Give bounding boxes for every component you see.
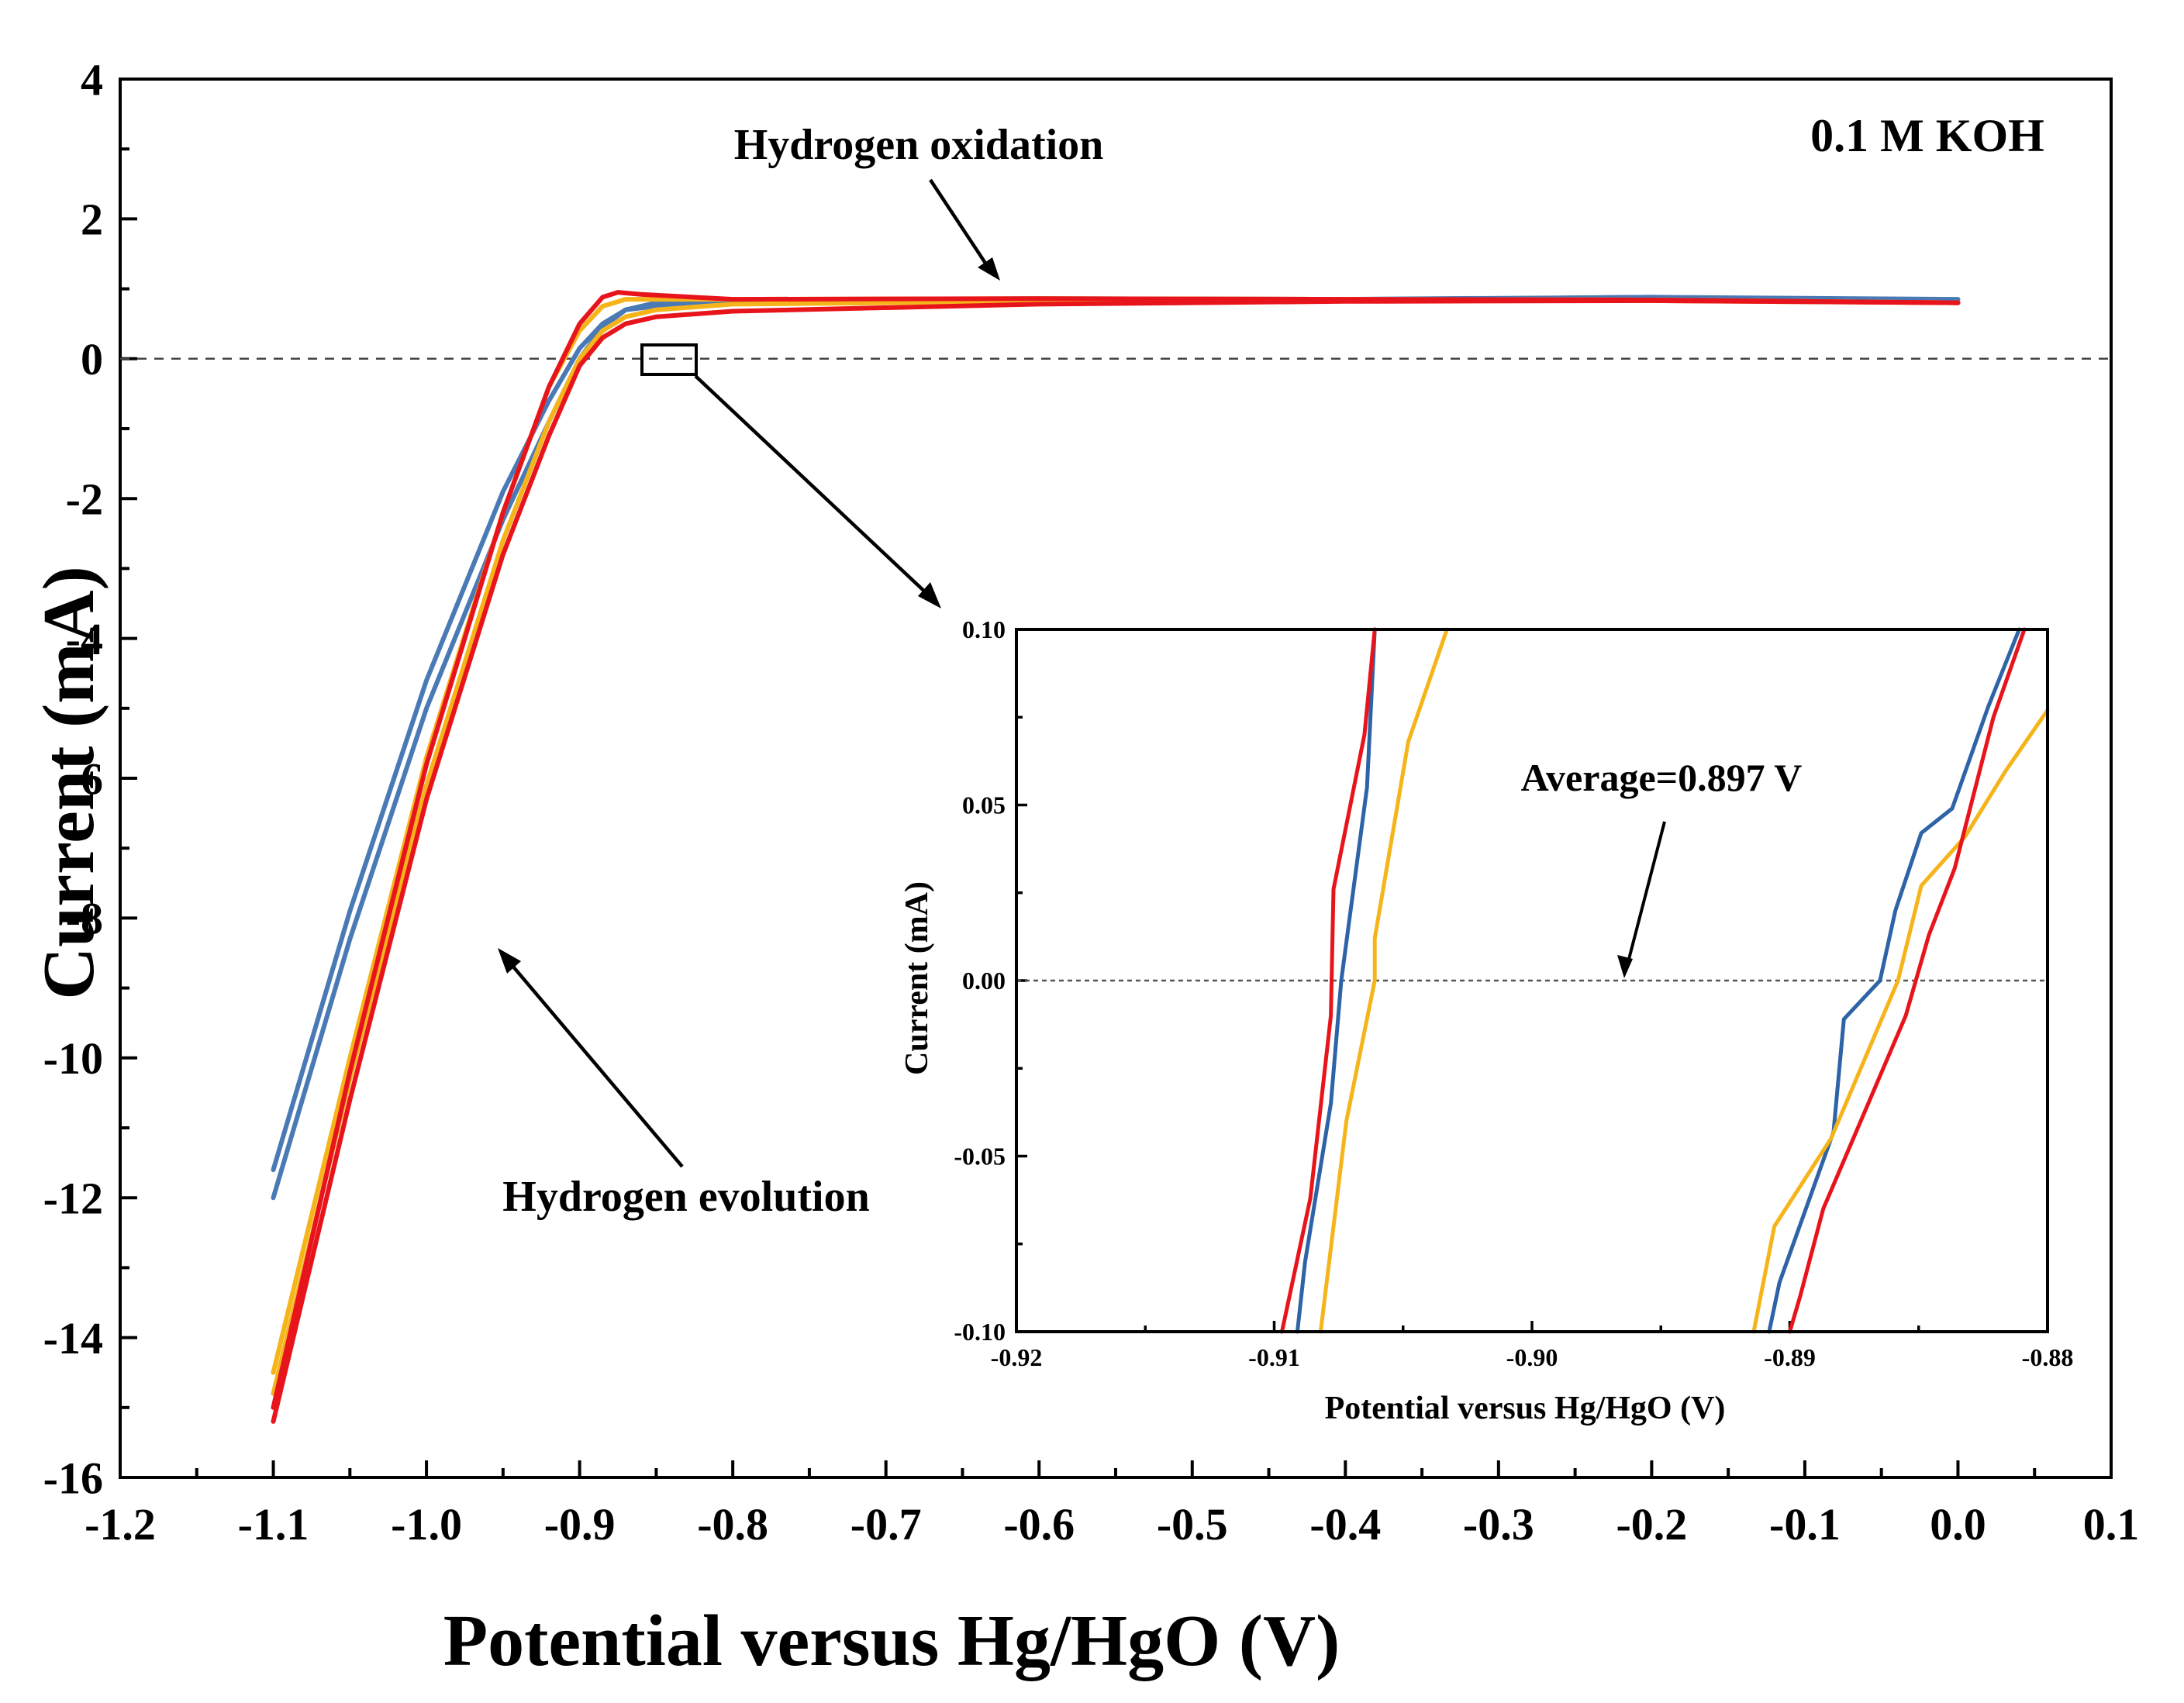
x-tick-label: -0.92 (991, 1343, 1043, 1371)
electrolyte-label: 0.1 M KOH (1810, 110, 2044, 161)
x-tick-label: -0.90 (1506, 1343, 1558, 1371)
main-series-group (271, 290, 1961, 1424)
y-tick-label: 2 (81, 195, 103, 245)
y-tick-label: -14 (43, 1313, 103, 1363)
average-arrow-head (1617, 955, 1633, 978)
inset-y-axis-title: Current (mA) (899, 881, 935, 1075)
zoom-callout-arrow (694, 374, 932, 598)
series-line-blue-right (1767, 627, 2021, 1334)
x-axis-title: Potential versus Hg/HgO (V) (443, 1601, 1340, 1681)
y-tick-label: 4 (81, 54, 103, 105)
evolution-arrow (507, 960, 684, 1168)
x-tick-label: -0.4 (1309, 1499, 1381, 1550)
y-tick-label: -4 (66, 614, 103, 664)
x-tick-label: -0.2 (1616, 1499, 1687, 1550)
x-tick-label: 0.0 (1930, 1499, 1986, 1550)
series-line-orange-right (1751, 708, 2050, 1334)
main-axis-ticks (119, 78, 2113, 1479)
inset-series-group (1280, 627, 2050, 1334)
x-tick-label: -0.91 (1248, 1343, 1300, 1371)
y-tick-label: -12 (43, 1174, 103, 1224)
y-tick-label: -6 (66, 753, 103, 804)
y-axis-title: Current (mA) (29, 566, 109, 1000)
x-tick-label: -0.5 (1157, 1499, 1228, 1550)
zoom-callout-arrow-head (918, 582, 941, 608)
y-tick-label: -0.05 (954, 1143, 1006, 1170)
main-y-tick-labels: 4 2 0 -2 -4 -6 -8 -10 -12 -14 -16 (43, 54, 103, 1503)
series-line-red-forward (271, 298, 1961, 1424)
y-tick-label: -16 (43, 1453, 103, 1503)
main-x-tick-labels: -1.2 -1.1 -1.0 -0.9 -0.8 -0.7 -0.6 -0.5 -0.4 -0.3… (85, 1499, 2139, 1550)
series-line-red-right (1788, 627, 2027, 1334)
series-line-blue-left (1295, 627, 1377, 1334)
inset-x-tick-labels: -0.92 -0.91 -0.90 -0.89 -0.88 (991, 1343, 2074, 1371)
zoom-box (640, 343, 698, 376)
series-line-red-left (1280, 627, 1377, 1334)
x-tick-label: -0.89 (1764, 1343, 1816, 1371)
evolution-arrow-head (498, 948, 521, 974)
y-tick-label: -2 (66, 474, 103, 525)
x-tick-label: -1.1 (238, 1499, 309, 1550)
y-tick-label: 0.10 (962, 615, 1006, 643)
x-tick-label: -0.7 (850, 1499, 922, 1550)
x-tick-label: -0.8 (697, 1499, 768, 1550)
y-tick-label: -8 (66, 894, 103, 944)
hydrogen-evolution-label: Hydrogen evolution (502, 1173, 869, 1221)
x-tick-label: 0.1 (2083, 1499, 2140, 1550)
inset-x-axis-title: Potential versus Hg/HgO (V) (1325, 1391, 1726, 1426)
y-tick-label: 0 (81, 334, 103, 384)
x-tick-label: -0.3 (1463, 1499, 1534, 1550)
y-tick-label: 0.00 (962, 967, 1006, 995)
hydrogen-oxidation-label: Hydrogen oxidation (734, 121, 1104, 169)
series-line-orange-left (1318, 627, 1449, 1334)
x-tick-label: -0.88 (2022, 1343, 2074, 1371)
y-tick-label: -0.10 (954, 1318, 1006, 1346)
x-tick-label: -1.0 (391, 1499, 462, 1550)
oxidation-arrow-head (978, 257, 1000, 281)
x-tick-label: -1.2 (85, 1499, 156, 1550)
y-tick-label: -10 (43, 1033, 103, 1084)
oxidation-arrow (929, 178, 992, 273)
x-tick-label: -0.9 (544, 1499, 616, 1550)
x-tick-label: -0.1 (1769, 1499, 1841, 1550)
inset-y-tick-labels: 0.10 0.05 0.00 -0.05 -0.10 (954, 615, 1006, 1346)
x-tick-label: -0.6 (1003, 1499, 1075, 1550)
y-tick-label: 0.05 (962, 791, 1006, 819)
average-label: Average=0.897 V (1521, 756, 1803, 799)
series-line-red-reverse (271, 290, 1961, 1410)
average-arrow (1626, 821, 1666, 966)
inset-plot-frame (1015, 628, 2049, 1333)
